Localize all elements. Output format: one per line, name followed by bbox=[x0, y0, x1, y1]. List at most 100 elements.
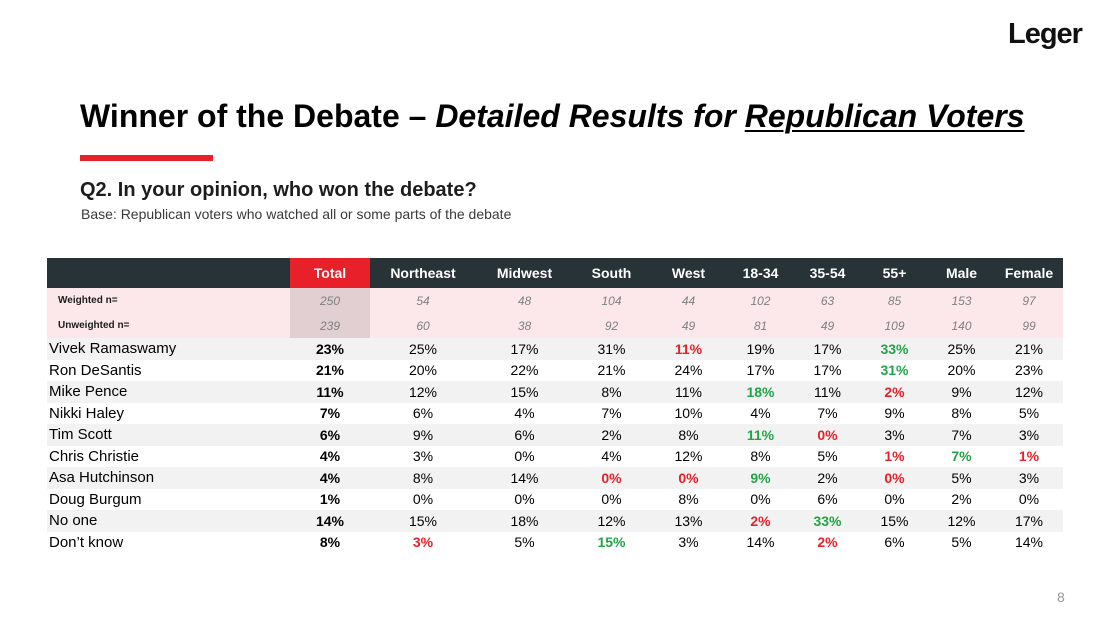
value-cell: 11% bbox=[814, 383, 841, 400]
value-cell: 0% bbox=[884, 491, 905, 508]
candidate-name: Don’t know bbox=[49, 533, 124, 551]
weighted-n-cell: 153 bbox=[951, 293, 972, 308]
table-row: Doug Burgum 1% 0% 0% 0% 8% 0% 6% 0% 2% 0% bbox=[47, 488, 1063, 510]
weighted-n-cell: 97 bbox=[1022, 293, 1036, 308]
leger-logo: Leger bbox=[1006, 14, 1090, 62]
value-cell: 15% bbox=[510, 383, 539, 400]
header-male: Male bbox=[945, 265, 978, 281]
weighted-n-cell: 102 bbox=[750, 293, 771, 308]
table-row: Nikki Haley 7% 6% 4% 7% 10% 4% 7% 9% 8% 5% bbox=[47, 402, 1063, 424]
unweighted-n-cell: 239 bbox=[290, 313, 370, 338]
unweighted-n-label: Unweighted n= bbox=[58, 320, 130, 331]
value-cell: 0% bbox=[884, 469, 905, 486]
value-cell: 8% bbox=[601, 383, 622, 400]
unweighted-n-cell: 38 bbox=[517, 318, 532, 333]
candidate-name: Asa Hutchinson bbox=[49, 469, 155, 487]
header-55plus: 55+ bbox=[882, 265, 907, 281]
unweighted-n-cell: 81 bbox=[753, 318, 768, 333]
value-cell: 0% bbox=[601, 491, 622, 508]
value-cell: 21% bbox=[597, 362, 626, 379]
value-cell: 0% bbox=[514, 491, 535, 508]
candidate-name: Vivek Ramaswamy bbox=[49, 340, 177, 358]
unweighted-n-cell: 109 bbox=[884, 318, 905, 333]
value-cell: 2% bbox=[951, 491, 972, 508]
title-accent-bar bbox=[80, 155, 213, 161]
value-cell: 18% bbox=[510, 512, 539, 529]
value-cell: 1% bbox=[884, 448, 905, 465]
candidate-name: Nikki Haley bbox=[49, 404, 125, 422]
table-row: Asa Hutchinson 4% 8% 14% 0% 0% 9% 2% 0% 5% 3% bbox=[47, 467, 1063, 489]
value-cell: 11% bbox=[674, 340, 703, 357]
value-cell: 3% bbox=[1018, 426, 1040, 443]
title-part-3: Republican Voters bbox=[744, 98, 1025, 134]
value-cell: 5% bbox=[1018, 405, 1040, 422]
unweighted-n-cell: 99 bbox=[1022, 318, 1036, 333]
header-35-54: 35-54 bbox=[809, 265, 846, 281]
value-cell: 8% bbox=[951, 405, 972, 422]
value-cell: 23% bbox=[1014, 362, 1044, 379]
table-row: Vivek Ramaswamy 23% 25% 17% 31% 11% 19% 17% 33% 2… bbox=[47, 338, 1063, 360]
value-cell: 7% bbox=[951, 426, 972, 443]
value-cell: 11% bbox=[746, 426, 775, 443]
value-cell: 0% bbox=[412, 491, 434, 508]
value-cell: 17% bbox=[746, 362, 775, 379]
value-cell: 5% bbox=[951, 534, 972, 551]
value-cell: 0% bbox=[678, 469, 699, 486]
value-cell: 8% bbox=[412, 469, 434, 486]
logo-text: Leger bbox=[1008, 18, 1083, 50]
value-cell: 12% bbox=[947, 512, 976, 529]
value-cell: 14% bbox=[510, 469, 539, 486]
candidate-name: Doug Burgum bbox=[49, 490, 142, 508]
title-part-2: Detailed Results for bbox=[435, 98, 745, 134]
value-cell: 12% bbox=[1014, 383, 1044, 400]
table-row: Mike Pence 11% 12% 15% 8% 11% 18% 11% 2% 9% 12% bbox=[47, 381, 1063, 403]
header-northeast: Northeast bbox=[390, 265, 456, 281]
value-cell: 12% bbox=[674, 448, 703, 465]
value-cell: 11% bbox=[675, 383, 702, 400]
candidate-name: Ron DeSantis bbox=[49, 361, 142, 379]
value-cell: 3% bbox=[678, 534, 699, 551]
weighted-n-cell: 54 bbox=[416, 293, 430, 308]
value-cell: 2% bbox=[817, 469, 838, 486]
value-cell: 9% bbox=[884, 405, 905, 422]
total-cell: 1% bbox=[319, 491, 341, 508]
value-cell: 9% bbox=[951, 383, 972, 400]
value-cell: 14% bbox=[746, 534, 775, 551]
page-title: Winner of the Debate – Detailed Results … bbox=[80, 98, 1070, 135]
value-cell: 17% bbox=[813, 362, 842, 379]
value-cell: 24% bbox=[674, 362, 703, 379]
value-cell: 33% bbox=[880, 340, 909, 357]
unweighted-n-cell: 92 bbox=[604, 318, 619, 333]
value-cell: 10% bbox=[674, 405, 703, 422]
value-cell: 17% bbox=[1014, 512, 1044, 529]
unweighted-n-cell: 49 bbox=[820, 318, 835, 333]
total-cell: 23% bbox=[315, 340, 345, 357]
title-part-1: Winner of the Debate – bbox=[80, 98, 436, 134]
value-cell: 17% bbox=[813, 340, 842, 357]
value-cell: 14% bbox=[1014, 534, 1044, 551]
unweighted-n-cell: 60 bbox=[416, 318, 430, 333]
value-cell: 1% bbox=[1018, 448, 1040, 465]
total-cell: 4% bbox=[319, 448, 341, 465]
value-cell: 4% bbox=[514, 405, 535, 422]
value-cell: 5% bbox=[951, 469, 972, 486]
value-cell: 9% bbox=[412, 426, 434, 443]
value-cell: 33% bbox=[813, 512, 842, 529]
value-cell: 17% bbox=[510, 340, 539, 357]
weighted-n-cell: 44 bbox=[681, 293, 696, 308]
value-cell: 12% bbox=[408, 383, 438, 400]
page-number: 8 bbox=[1057, 589, 1065, 605]
value-cell: 3% bbox=[884, 426, 905, 443]
value-cell: 31% bbox=[880, 362, 909, 379]
base-note: Base: Republican voters who watched all … bbox=[81, 206, 512, 222]
value-cell: 5% bbox=[514, 534, 535, 551]
candidate-name: No one bbox=[49, 512, 98, 530]
value-cell: 21% bbox=[1014, 340, 1044, 357]
question-heading: Q2. In your opinion, who won the debate? bbox=[80, 179, 477, 201]
value-cell: 18% bbox=[746, 383, 775, 400]
value-cell: 20% bbox=[408, 362, 438, 379]
value-cell: 7% bbox=[951, 448, 972, 465]
unweighted-n-cell: 140 bbox=[951, 318, 972, 333]
value-cell: 3% bbox=[1018, 469, 1040, 486]
header-18-34: 18-34 bbox=[742, 265, 779, 281]
